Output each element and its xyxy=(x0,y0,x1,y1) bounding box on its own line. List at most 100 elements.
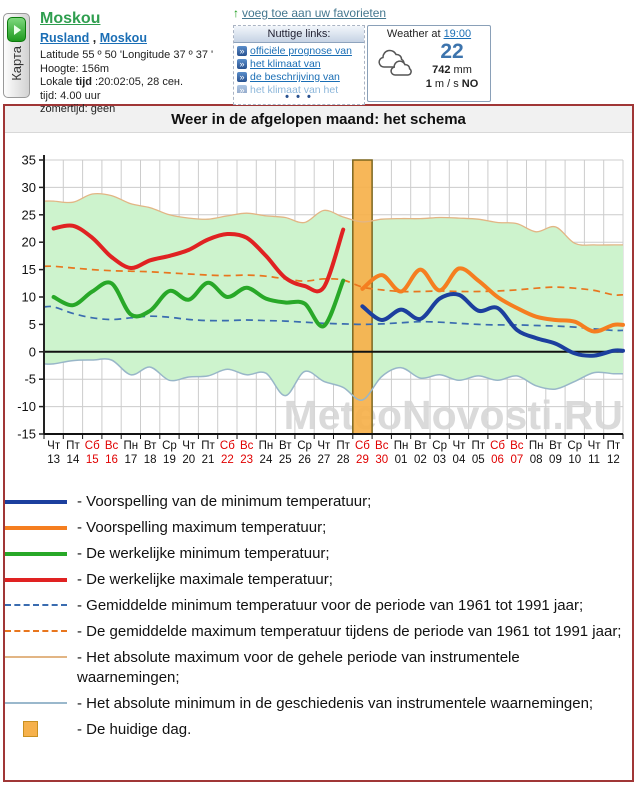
legend-label: - Het absolute maximum voor de gehele pe… xyxy=(77,649,520,686)
legend-swatch-solid-orange xyxy=(5,518,67,538)
country-link[interactable]: Rusland xyxy=(40,31,90,45)
legend-label: - Gemiddelde minimum temperatuur voor de… xyxy=(77,597,584,614)
svg-text:26: 26 xyxy=(298,454,311,466)
temperature-value: 22 xyxy=(440,40,464,63)
useful-links-list: » officiële prognose van» het klimaat van»… xyxy=(234,45,364,93)
svg-text:Чт: Чт xyxy=(588,440,602,452)
breadcrumb: Rusland , Moskou xyxy=(40,29,235,47)
pressure-unit: mm xyxy=(453,64,472,76)
useful-link-label[interactable]: officiële prognose van xyxy=(250,45,352,57)
legend-swatch-dashed-blue xyxy=(5,596,67,616)
svg-text:Чт: Чт xyxy=(47,440,61,452)
weather-time-link[interactable]: 19:00 xyxy=(443,28,472,40)
svg-text:03: 03 xyxy=(433,454,446,466)
month-temperature-chart: MeteoNovosti.RU 35 30 25 20 15 10 5 0 -5 -10 -15 Чт 1… xyxy=(17,153,625,466)
page-title: Weer in de afgelopen maand: het schema xyxy=(5,106,632,133)
svg-text:30: 30 xyxy=(22,180,36,195)
svg-text:16: 16 xyxy=(105,454,118,466)
map-expand-button[interactable] xyxy=(7,17,26,42)
svg-text:04: 04 xyxy=(453,454,466,466)
chart-area: MeteoNovosti.RU 35 30 25 20 15 10 5 0 -5 -10 -15 Чт 1… xyxy=(5,133,632,478)
local-time-bold: tijd xyxy=(75,76,92,88)
link-arrow-icon: » xyxy=(237,59,247,69)
useful-link[interactable]: » het klimaat van het xyxy=(234,84,364,93)
svg-text:Чт: Чт xyxy=(452,440,466,452)
svg-text:MeteoNovosti.RU: MeteoNovosti.RU xyxy=(284,392,623,438)
svg-text:Ср: Ср xyxy=(297,440,312,452)
svg-text:Пт: Пт xyxy=(607,440,621,452)
svg-text:25: 25 xyxy=(22,207,36,222)
legend-swatch-thin-tan xyxy=(5,648,67,688)
svg-text:Вс: Вс xyxy=(375,440,389,452)
svg-text:08: 08 xyxy=(530,454,543,466)
legend-label: - Voorspelling van de minimum temperatuu… xyxy=(77,493,372,510)
weather-time-row: Weather at 19:00 xyxy=(373,28,485,40)
svg-text:-10: -10 xyxy=(17,399,36,414)
legend-item: - Voorspelling maximum temperatuur; xyxy=(5,518,624,538)
legend-item: - Voorspelling van de minimum temperatuu… xyxy=(5,492,624,512)
svg-text:Сб: Сб xyxy=(220,440,235,452)
link-arrow-icon: » xyxy=(237,46,247,56)
legend-item: - De werkelijke minimum temperatuur; xyxy=(5,544,624,564)
legend-item: - De werkelijke maximale temperatuur; xyxy=(5,570,624,590)
svg-text:0: 0 xyxy=(29,344,36,359)
svg-text:-15: -15 xyxy=(17,427,36,442)
link-arrow-icon: » xyxy=(237,72,247,82)
svg-text:Вс: Вс xyxy=(105,440,119,452)
svg-text:Ср: Ср xyxy=(162,440,177,452)
svg-text:Пт: Пт xyxy=(66,440,80,452)
legend-swatch-orange-square xyxy=(5,720,67,740)
svg-text:Ср: Ср xyxy=(567,440,582,452)
more-links-button[interactable]: • • • xyxy=(285,91,313,103)
altitude-text: Hoogte: 156m xyxy=(40,62,110,75)
svg-text:15: 15 xyxy=(22,262,36,277)
svg-text:Вт: Вт xyxy=(144,440,157,452)
svg-text:-5: -5 xyxy=(24,372,36,387)
local-time-text: Lokale tijd :20:02:05, 28 сен. xyxy=(40,76,235,90)
legend-swatch-solid-red xyxy=(5,570,67,590)
pressure-value: 742 xyxy=(432,64,451,76)
svg-text:01: 01 xyxy=(395,454,408,466)
legend-swatch-thin-lightblue xyxy=(5,694,67,714)
add-to-favorites[interactable]: ↑ voeg toe aan uw favorieten xyxy=(233,6,386,20)
region-link[interactable]: Moskou xyxy=(99,31,147,45)
svg-text:Вт: Вт xyxy=(279,440,292,452)
useful-link-label[interactable]: het klimaat van xyxy=(250,58,321,70)
dst-text: zomertijd: geen xyxy=(40,103,116,115)
svg-text:Сб: Сб xyxy=(85,440,100,452)
svg-text:Пн: Пн xyxy=(259,440,274,452)
svg-text:10: 10 xyxy=(568,454,581,466)
svg-text:11: 11 xyxy=(588,454,600,466)
svg-text:Пт: Пт xyxy=(336,440,350,452)
useful-link-label[interactable]: het klimaat van het xyxy=(250,84,339,93)
map-tab-label: Карта xyxy=(9,46,24,81)
clouds-icon xyxy=(378,49,412,76)
weather-label: Weather at xyxy=(386,28,441,40)
svg-text:19: 19 xyxy=(163,454,176,466)
breadcrumb-separator: , xyxy=(89,31,100,45)
local-time-prefix: Lokale xyxy=(40,76,76,88)
city-block: Moskou Rusland , Moskou Latitude 55 º 50… xyxy=(40,10,235,117)
svg-text:20: 20 xyxy=(22,235,36,250)
svg-text:15: 15 xyxy=(86,454,99,466)
svg-text:05: 05 xyxy=(472,454,485,466)
legend-label: - De werkelijke minimum temperatuur; xyxy=(77,545,330,562)
svg-text:20: 20 xyxy=(182,454,195,466)
legend-label: - Voorspelling maximum temperatuur; xyxy=(77,519,327,536)
svg-text:Пн: Пн xyxy=(394,440,409,452)
city-name-link[interactable]: Moskou xyxy=(40,10,101,27)
legend-item: - Het absolute minimum in de geschiedeni… xyxy=(5,694,624,714)
svg-text:Вс: Вс xyxy=(240,440,254,452)
page-header: Карта Moskou Rusland , Moskou Latitude 5… xyxy=(0,0,637,115)
svg-text:22: 22 xyxy=(221,454,234,466)
play-icon xyxy=(14,24,21,35)
useful-link[interactable]: » officiële prognose van xyxy=(234,45,364,58)
up-arrow-icon: ↑ xyxy=(233,6,239,20)
map-tab[interactable]: Карта xyxy=(3,13,30,98)
useful-link[interactable]: » de beschrijving van xyxy=(234,71,364,84)
legend-swatch-dashed-orange xyxy=(5,622,67,642)
favorites-link[interactable]: voeg toe aan uw favorieten xyxy=(242,6,387,20)
useful-link[interactable]: » het klimaat van xyxy=(234,58,364,71)
useful-link-label[interactable]: de beschrijving van xyxy=(250,71,340,83)
chart-panel: Weer in de afgelopen maand: het schema M… xyxy=(3,104,634,782)
